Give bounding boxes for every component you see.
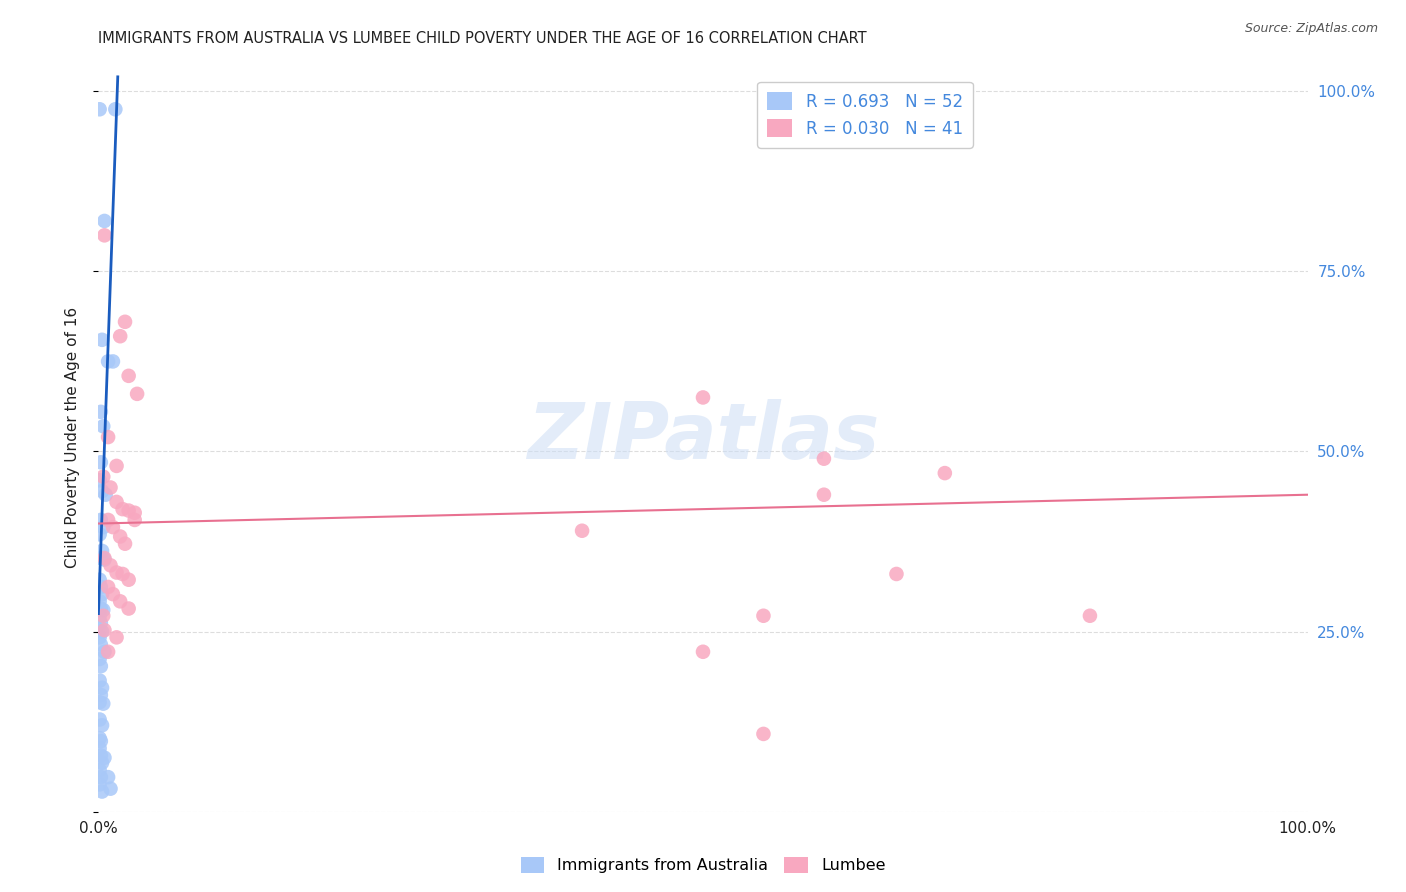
Point (91, 608, 114, 623)
Point (886, 566, 908, 581)
Point (91, 469, 114, 483)
Point (100, 558, 122, 573)
Point (90, 688, 112, 702)
Point (97, 430, 120, 444)
Point (124, 506, 146, 520)
Point (692, 391, 714, 405)
Point (105, 631, 128, 645)
Point (89, 527, 111, 541)
Point (89, 652, 111, 666)
Point (90, 455, 112, 469)
Point (100, 481, 122, 495)
Point (813, 488, 835, 502)
Y-axis label: Child Poverty Under the Age of 16: Child Poverty Under the Age of 16 (65, 307, 80, 567)
Point (90, 405, 112, 419)
Point (90, 615, 112, 630)
Point (90, 770, 112, 784)
Legend: Immigrants from Australia, Lumbee: Immigrants from Australia, Lumbee (515, 850, 891, 880)
Point (108, 329, 131, 343)
Point (89, 673, 111, 688)
Point (90, 748, 112, 763)
Point (93, 750, 115, 764)
Point (89, 695, 111, 709)
Point (89, 631, 111, 645)
Point (90, 513, 112, 527)
Point (97, 580, 120, 594)
Point (91, 333, 114, 347)
Point (752, 727, 775, 741)
Point (90, 551, 112, 566)
Point (91, 520, 114, 534)
Point (752, 608, 775, 623)
Point (91, 718, 114, 732)
Point (89, 731, 111, 746)
Point (91, 484, 114, 499)
Point (97, 770, 120, 784)
Point (101, 354, 124, 368)
Point (108, 529, 131, 543)
Point (93, 551, 115, 566)
Point (89, 763, 111, 777)
Point (105, 458, 128, 473)
Point (127, 387, 149, 401)
Point (118, 503, 141, 517)
Point (90, 580, 112, 594)
Point (89, 623, 111, 637)
Point (108, 594, 131, 608)
Point (94, 488, 117, 502)
Point (105, 495, 128, 509)
Point (89, 608, 111, 623)
Text: IMMIGRANTS FROM AUSTRALIA VS LUMBEE CHILD POVERTY UNDER THE AGE OF 16 CORRELATIO: IMMIGRANTS FROM AUSTRALIA VS LUMBEE CHIL… (98, 31, 868, 46)
Point (90, 601, 112, 615)
Point (93, 623, 115, 637)
Point (91, 784, 114, 798)
Point (91, 544, 114, 558)
Point (105, 566, 128, 580)
Text: ZIPatlas: ZIPatlas (527, 399, 879, 475)
Point (111, 566, 134, 581)
Point (101, 587, 124, 601)
Legend: R = 0.693   N = 52, R = 0.030   N = 41: R = 0.693 N = 52, R = 0.030 N = 41 (758, 82, 973, 148)
Point (90, 638, 112, 652)
Point (91, 603, 114, 617)
Point (934, 466, 956, 480)
Point (93, 228, 115, 243)
Point (91, 419, 114, 434)
Point (93, 214, 115, 228)
Point (692, 645, 714, 659)
Point (89, 713, 111, 727)
Point (89, 594, 111, 608)
Point (97, 513, 120, 527)
Point (97, 645, 120, 659)
Point (93, 552, 115, 566)
Point (111, 502, 134, 516)
Point (90, 734, 112, 748)
Point (101, 520, 124, 534)
Point (89, 573, 111, 587)
Point (91, 624, 114, 639)
Point (100, 781, 122, 796)
Text: Source: ZipAtlas.com: Source: ZipAtlas.com (1244, 22, 1378, 36)
Point (90, 659, 112, 673)
Point (91, 756, 114, 770)
Point (114, 537, 136, 551)
Point (89, 777, 111, 791)
Point (1078, 608, 1101, 623)
Point (813, 451, 835, 466)
Point (118, 601, 141, 615)
Point (91, 697, 114, 711)
Point (97, 354, 120, 368)
Point (89, 741, 111, 756)
Point (89, 473, 111, 487)
Point (118, 368, 141, 383)
Point (571, 524, 593, 538)
Point (89, 103, 111, 117)
Point (114, 315, 136, 329)
Point (124, 513, 146, 527)
Point (91, 681, 114, 695)
Point (91, 587, 114, 601)
Point (93, 645, 115, 659)
Point (104, 103, 127, 117)
Point (118, 573, 141, 587)
